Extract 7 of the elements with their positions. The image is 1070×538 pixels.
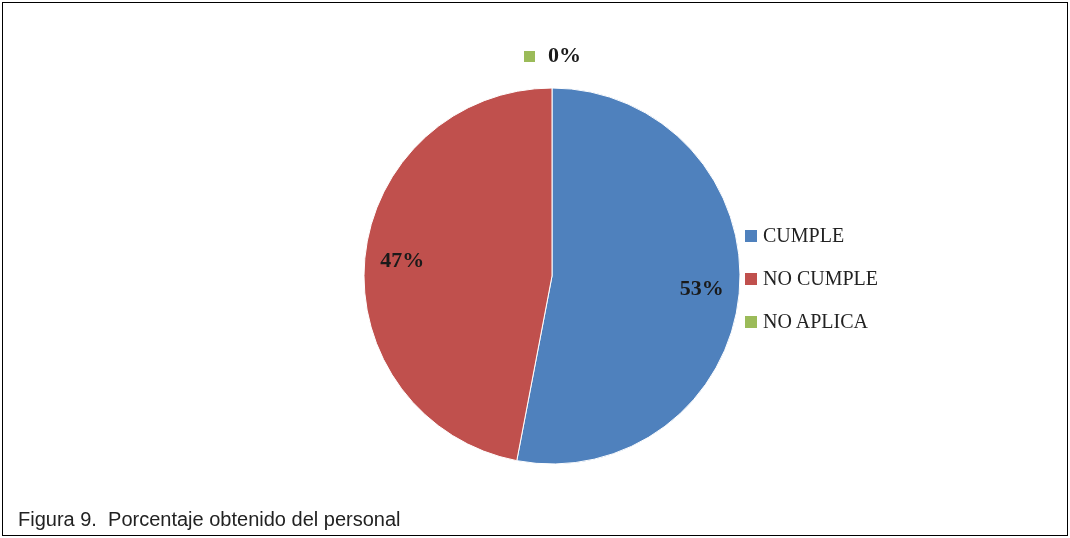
data-label: 53%	[679, 275, 724, 301]
data-label: 47%	[380, 246, 425, 272]
legend-label: NO CUMPLE	[763, 267, 879, 290]
text: 0%	[548, 42, 581, 68]
legend-label: CUMPLE	[763, 224, 845, 247]
legend-label: NO APLICA	[763, 310, 869, 333]
text: Figura 9. Porcentaje obtenido del personal	[18, 508, 401, 531]
